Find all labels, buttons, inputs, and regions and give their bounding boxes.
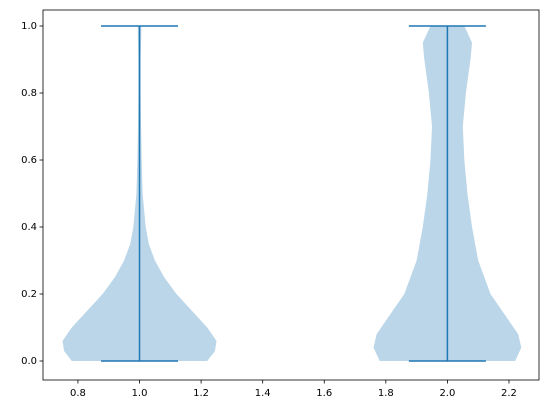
y-tick-label: 0.0 [21, 356, 37, 367]
violin-body [373, 26, 448, 362]
axes-frame [42, 9, 540, 381]
x-tick-label: 2.0 [439, 388, 455, 399]
x-tick-label: 0.8 [70, 388, 86, 399]
y-tick-label: 0.8 [21, 88, 37, 99]
x-tick-label: 1.2 [193, 388, 209, 399]
y-tick-label: 1.0 [21, 21, 37, 32]
x-tick-label: 2.2 [501, 388, 517, 399]
violin-body [139, 26, 217, 362]
x-tick-label: 1.4 [255, 388, 271, 399]
y-tick-label: 0.4 [21, 222, 37, 233]
x-tick-label: 1.0 [132, 388, 148, 399]
violin-body [62, 26, 140, 362]
y-tick-label: 0.2 [21, 289, 37, 300]
x-tick-label: 1.8 [378, 388, 394, 399]
x-tick-label: 1.6 [316, 388, 332, 399]
y-tick-label: 0.6 [21, 155, 37, 166]
violin-body [447, 26, 522, 362]
